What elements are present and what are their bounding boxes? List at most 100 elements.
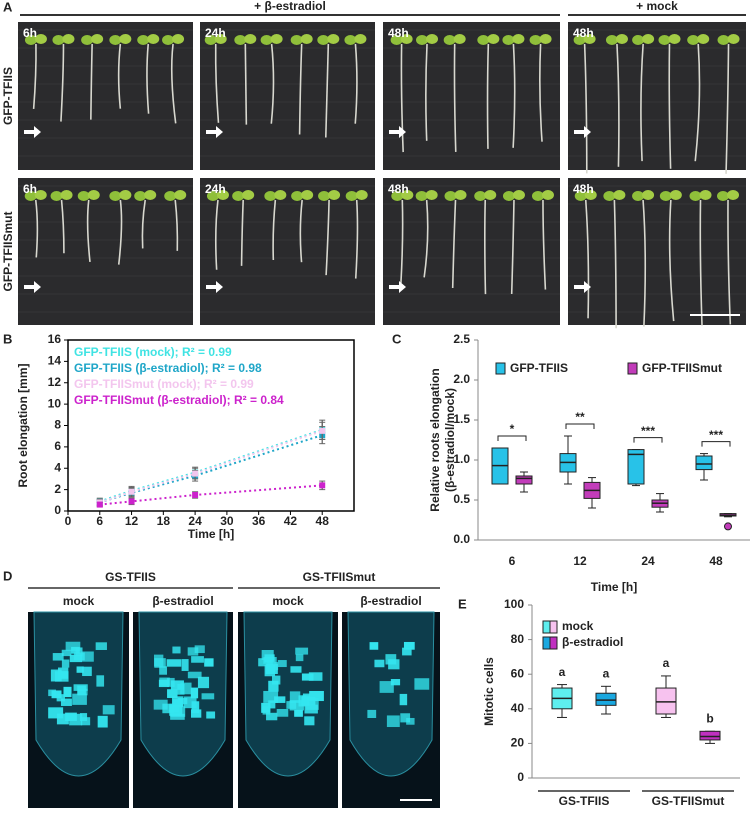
mitotic-cell	[190, 709, 202, 718]
leaf	[77, 191, 90, 201]
leaf	[60, 190, 73, 200]
leaf	[109, 191, 122, 201]
leaf	[274, 190, 287, 200]
y-axis-label: Root elongation [mm]	[16, 364, 30, 488]
time-label: 24h	[205, 182, 226, 196]
arrow	[574, 281, 591, 293]
root	[60, 43, 65, 122]
root	[451, 199, 457, 289]
significance-bracket	[565, 423, 595, 429]
mitotic-cell	[268, 680, 279, 692]
root	[214, 43, 220, 123]
mitotic-cell	[63, 686, 72, 698]
leaf	[642, 34, 655, 44]
group-letter: a	[663, 656, 670, 670]
leaf	[244, 34, 257, 44]
photo-bg	[18, 22, 193, 170]
mitotic-cell	[54, 671, 69, 682]
leaf	[512, 34, 525, 44]
x-tick-label: 18	[157, 514, 171, 528]
root-image	[238, 611, 338, 808]
root	[174, 199, 179, 251]
mitotic-cell	[171, 696, 184, 708]
significance-label: ***	[641, 424, 655, 438]
mitotic-cell	[166, 659, 182, 667]
time-label: 6h	[23, 26, 37, 40]
root	[510, 199, 515, 295]
mitotic-cell	[406, 717, 415, 725]
legend-entry: GFP-TFIISmut (mock); R² = 0.99	[74, 377, 254, 391]
arrow	[389, 126, 406, 138]
photo-bg	[568, 178, 746, 325]
group-label: GS-TFIISmut	[303, 570, 376, 584]
panel-label: A	[3, 0, 13, 14]
root	[727, 199, 732, 325]
mitotic-cell	[262, 706, 271, 715]
x-tick-label: 48	[316, 514, 330, 528]
photo-bg	[200, 178, 375, 325]
leaf	[164, 191, 177, 201]
mitotic-cell	[159, 677, 170, 686]
y-tick-label: 8	[54, 418, 61, 432]
significance-label: *	[510, 422, 515, 436]
leaf	[34, 190, 47, 200]
x-tick-label: 12	[125, 514, 139, 528]
mitotic-cell	[77, 685, 86, 696]
leaf	[301, 190, 314, 200]
root	[400, 43, 404, 153]
time-label: 24h	[205, 26, 226, 40]
x-tick-label: 30	[220, 514, 234, 528]
leaf	[81, 35, 94, 45]
leaf	[573, 35, 586, 45]
root-image	[28, 611, 129, 808]
y-tick-label: 100	[504, 597, 524, 611]
root	[272, 199, 277, 261]
mitotic-cell	[172, 646, 181, 654]
leaf	[574, 191, 587, 201]
leaf	[344, 35, 357, 45]
leaf	[270, 34, 283, 44]
mitotic-cell	[194, 645, 205, 654]
y-axis-label: (β-estradiol/mock)	[443, 388, 457, 492]
mitotic-cell	[169, 704, 183, 716]
leaf	[391, 191, 404, 201]
condition-label: β-estradiol	[360, 594, 421, 608]
y-tick-label: 60	[511, 666, 525, 680]
mitotic-cell	[290, 666, 302, 673]
leaf	[234, 35, 247, 45]
y-tick-label: 2	[54, 482, 61, 496]
seedling-photo	[200, 178, 375, 325]
trend-line	[99, 484, 323, 506]
photo-bg	[383, 178, 560, 325]
x-tick-label: 48	[709, 554, 723, 568]
leaf	[206, 191, 219, 201]
root-image	[342, 611, 440, 808]
leaf	[583, 34, 596, 44]
box	[515, 475, 533, 485]
y-tick-label: 14	[48, 354, 62, 368]
leaf	[401, 190, 414, 200]
mitotic-cell	[56, 713, 69, 725]
root	[640, 43, 644, 162]
significance-bracket	[497, 435, 527, 441]
mitotic-cell	[369, 642, 379, 650]
leaf	[687, 35, 700, 45]
group-letter: a	[603, 666, 610, 680]
mitotic-cell	[304, 716, 315, 726]
leaf	[541, 190, 554, 200]
mitotic-cell	[306, 698, 319, 710]
mitotic-cell	[48, 707, 64, 719]
leaf	[34, 34, 47, 44]
leaf	[24, 191, 37, 201]
leaf	[426, 34, 439, 44]
leaf	[390, 35, 403, 45]
leaf	[539, 34, 552, 44]
mitotic-cell	[96, 675, 105, 687]
data-point	[319, 427, 326, 434]
box	[627, 449, 645, 485]
y-tick-label: 1.5	[453, 412, 470, 426]
mitotic-cell	[102, 705, 115, 715]
root	[668, 199, 675, 322]
y-tick-label: 0	[517, 770, 524, 784]
mitotic-cell	[301, 673, 314, 681]
